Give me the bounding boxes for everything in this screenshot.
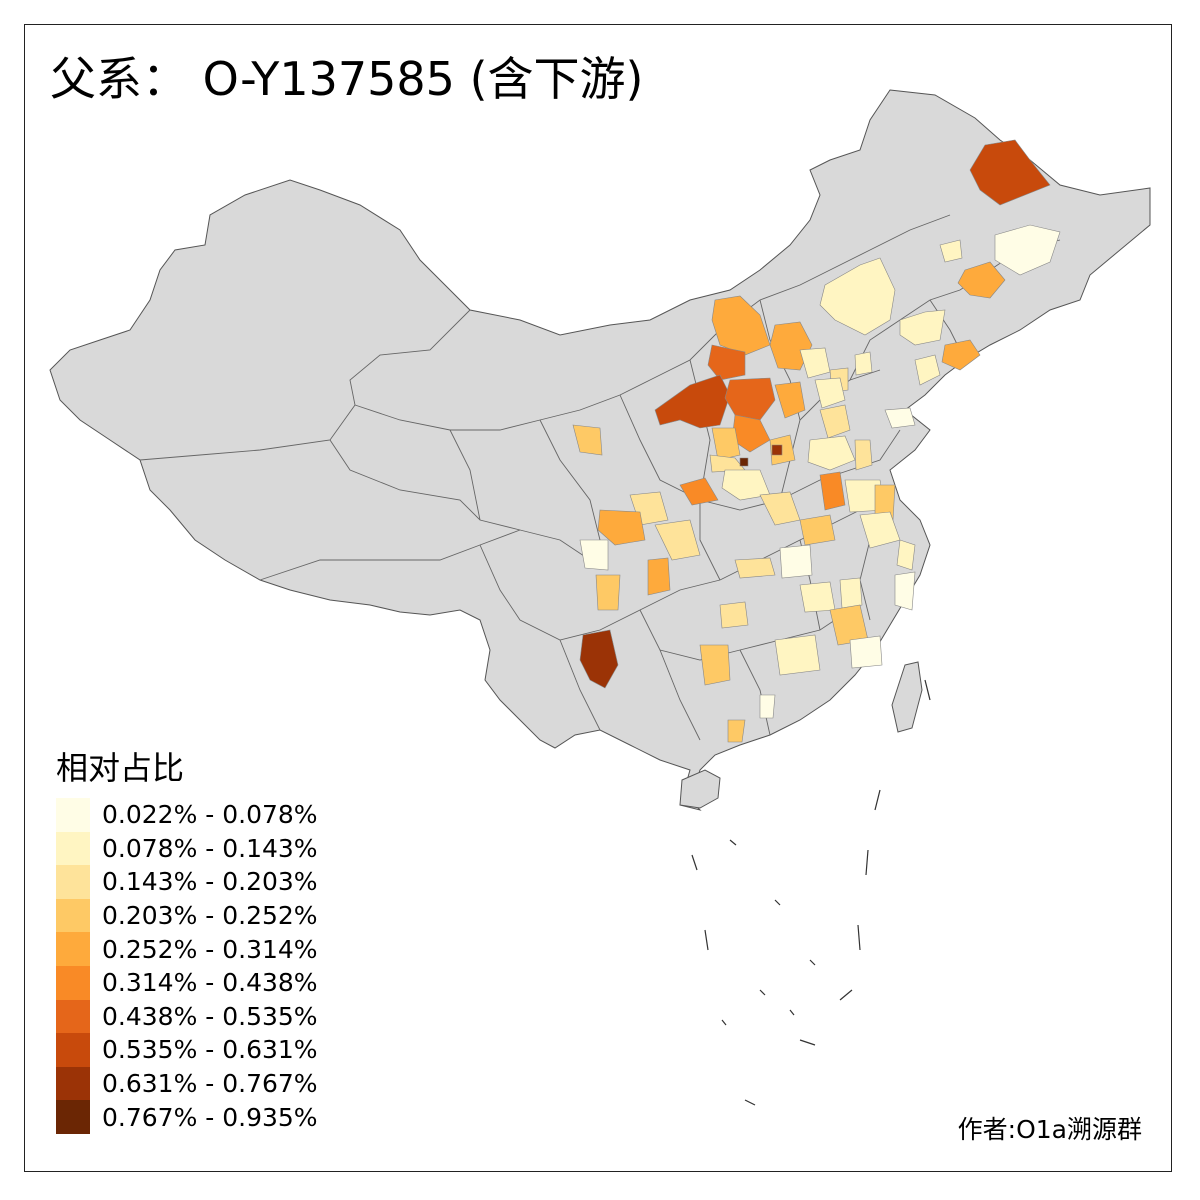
legend: 相对占比 0.022% - 0.078% 0.078% - 0.143% 0.143… bbox=[56, 752, 318, 1134]
legend-swatch bbox=[56, 831, 90, 866]
legend-item: 0.631% - 0.767% bbox=[56, 1066, 318, 1101]
legend-item: 0.252% - 0.314% bbox=[56, 932, 318, 966]
legend-list: 0.022% - 0.078% 0.078% - 0.143% 0.143% - 0… bbox=[56, 798, 318, 1134]
legend-label: 0.078% - 0.143% bbox=[102, 833, 318, 863]
legend-swatch bbox=[56, 865, 90, 899]
legend-label: 0.203% - 0.252% bbox=[102, 901, 318, 931]
legend-label: 0.535% - 0.631% bbox=[102, 1035, 318, 1065]
map-title: 父系： O-Y137585 (含下游) bbox=[50, 52, 644, 106]
legend-swatch bbox=[56, 898, 90, 933]
highlighted-regions bbox=[572, 139, 1061, 743]
legend-label: 0.631% - 0.767% bbox=[102, 1069, 318, 1099]
legend-swatch bbox=[56, 1100, 90, 1134]
author-credit: 作者:O1a溯源群 bbox=[957, 1115, 1142, 1144]
legend-title: 相对占比 bbox=[56, 749, 185, 787]
taiwan-island bbox=[891, 661, 923, 733]
legend-item: 0.438% - 0.535% bbox=[56, 999, 318, 1034]
legend-swatch bbox=[56, 1033, 90, 1067]
legend-item: 0.022% - 0.078% bbox=[56, 798, 318, 832]
legend-label: 0.143% - 0.203% bbox=[102, 867, 318, 897]
legend-swatch bbox=[56, 1066, 90, 1101]
hainan-island bbox=[679, 769, 721, 809]
south-china-sea-lines bbox=[691, 679, 931, 1106]
map-frame bbox=[24, 24, 1172, 1172]
legend-swatch bbox=[56, 965, 90, 1000]
legend-item: 0.767% - 0.935% bbox=[56, 1100, 318, 1134]
legend-label: 0.767% - 0.935% bbox=[102, 1102, 318, 1132]
legend-label: 0.438% - 0.535% bbox=[102, 1001, 318, 1031]
legend-item: 0.535% - 0.631% bbox=[56, 1033, 318, 1067]
legend-label: 0.314% - 0.438% bbox=[102, 968, 318, 998]
legend-swatch bbox=[56, 999, 90, 1034]
legend-item: 0.143% - 0.203% bbox=[56, 865, 318, 899]
legend-swatch bbox=[56, 798, 90, 832]
legend-item: 0.203% - 0.252% bbox=[56, 898, 318, 933]
legend-label: 0.022% - 0.078% bbox=[102, 800, 318, 830]
legend-item: 0.078% - 0.143% bbox=[56, 831, 318, 866]
legend-swatch bbox=[56, 932, 90, 966]
legend-label: 0.252% - 0.314% bbox=[102, 934, 318, 964]
legend-item: 0.314% - 0.438% bbox=[56, 965, 318, 1000]
